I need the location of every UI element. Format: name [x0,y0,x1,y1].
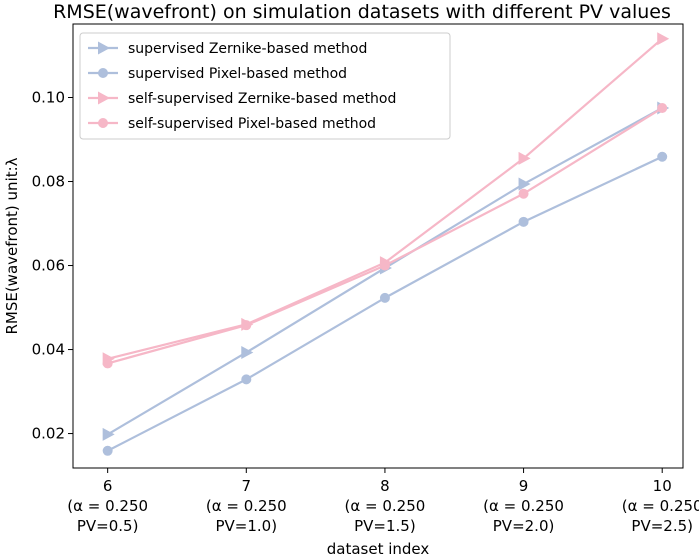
y-tick-label-2: 0.06 [32,257,65,275]
legend-label-supervised-zernike-based-method: supervised Zernike-based method [128,41,367,57]
y-axis-label: RMSE(wavefront) unit:λ [3,157,21,334]
legend-marker-self-supervised-pixel-based-method [98,118,108,128]
data-point-supervised-pixel-based-method-6 [102,445,113,456]
data-point-supervised-zernike-based-method-9 [518,177,531,191]
data-point-self-supervised-pixel-based-method-9 [518,188,529,199]
x-tick-label-8: 8 (α = 0.250 PV=1.5) [345,477,426,535]
legend-box [79,32,451,140]
plot-frame [72,23,684,469]
data-point-supervised-pixel-based-method-9 [518,216,529,227]
x-tick-label-7: 7 (α = 0.250 PV=1.0) [206,477,287,535]
series-self-supervised-pixel-based-method [102,103,668,369]
data-point-self-supervised-zernike-based-method-9 [518,151,531,165]
data-point-self-supervised-pixel-based-method-8 [379,260,390,271]
legend-marker-supervised-pixel-based-method [98,68,108,78]
x-axis-label: dataset index [327,540,430,557]
data-point-self-supervised-pixel-based-method-10 [657,103,668,114]
y-tick-label-3: 0.08 [32,173,65,191]
data-point-self-supervised-pixel-based-method-7 [241,320,252,331]
series-supervised-zernike-based-method [102,101,670,441]
y-tick-label-0: 0.02 [32,425,65,443]
x-tick-label-6: 6 (α = 0.250 PV=0.5) [67,477,148,535]
data-point-self-supervised-zernike-based-method-10 [657,32,670,46]
data-point-self-supervised-pixel-based-method-6 [102,358,113,369]
x-tick-label-9: 9 (α = 0.250 PV=2.0) [483,477,564,535]
chart-title: RMSE(wavefront) on simulation datasets w… [53,1,671,23]
data-point-supervised-zernike-based-method-6 [102,427,115,441]
legend: supervised Zernike-based method supervise… [79,32,451,140]
series-supervised-pixel-based-method [102,151,668,456]
legend-label-supervised-pixel-based-method: supervised Pixel-based method [128,66,347,82]
legend-marker-supervised-zernike-based-method [98,41,110,55]
data-point-supervised-pixel-based-method-8 [379,292,390,303]
series-line-supervised-pixel-based-method [107,155,663,452]
y-tick-label-1: 0.04 [32,341,65,359]
x-tick-label-10: 10 (α = 0.250 PV=2.5) [622,477,699,535]
legend-label-self-supervised-pixel-based-method: self-supervised Pixel-based method [128,116,376,132]
y-tick-label-4: 0.10 [32,89,65,107]
data-point-supervised-zernike-based-method-7 [241,345,254,359]
legend-label-self-supervised-zernike-based-method: self-supervised Zernike-based method [128,91,396,107]
data-point-supervised-pixel-based-method-7 [241,374,252,385]
legend-marker-self-supervised-zernike-based-method [98,91,110,105]
series-line-self-supervised-pixel-based-method [107,107,663,365]
data-point-supervised-pixel-based-method-10 [657,151,668,162]
